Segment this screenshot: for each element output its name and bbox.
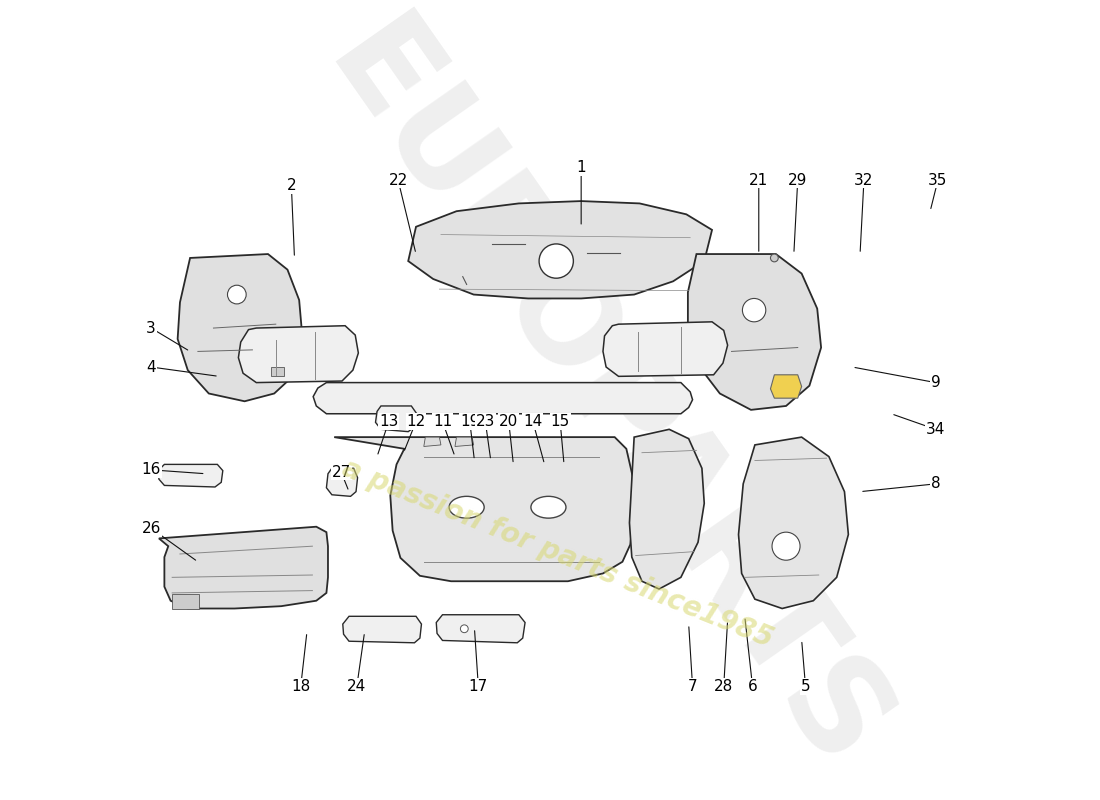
Circle shape — [742, 298, 766, 322]
Polygon shape — [327, 468, 358, 496]
Polygon shape — [334, 437, 634, 582]
Text: 7: 7 — [688, 679, 697, 694]
Text: 8: 8 — [931, 476, 940, 491]
Text: 26: 26 — [142, 521, 161, 536]
Polygon shape — [437, 614, 525, 642]
Polygon shape — [629, 430, 704, 589]
Text: 6: 6 — [748, 679, 758, 694]
Text: 15: 15 — [550, 414, 570, 429]
Polygon shape — [770, 375, 802, 398]
Text: 21: 21 — [749, 173, 769, 187]
Circle shape — [228, 286, 246, 304]
Text: 17: 17 — [469, 679, 488, 694]
Circle shape — [770, 254, 779, 262]
Polygon shape — [314, 382, 693, 414]
Text: 3: 3 — [146, 321, 156, 335]
Text: EUROPARTS: EUROPARTS — [300, 3, 909, 796]
Text: 20: 20 — [499, 414, 518, 429]
Polygon shape — [177, 254, 302, 402]
Polygon shape — [424, 437, 441, 446]
Polygon shape — [738, 437, 848, 609]
Polygon shape — [408, 201, 712, 298]
Text: 28: 28 — [714, 679, 734, 694]
Text: 9: 9 — [931, 375, 940, 390]
Polygon shape — [239, 326, 359, 382]
Text: 16: 16 — [142, 462, 161, 478]
Text: 29: 29 — [788, 173, 807, 187]
Text: 14: 14 — [524, 414, 542, 429]
Text: 34: 34 — [926, 422, 945, 437]
Text: 23: 23 — [475, 414, 495, 429]
Text: 18: 18 — [292, 679, 310, 694]
Text: 32: 32 — [855, 173, 873, 187]
Polygon shape — [173, 594, 199, 609]
Text: 2: 2 — [286, 178, 296, 193]
Text: 13: 13 — [379, 414, 398, 429]
Text: 24: 24 — [348, 679, 366, 694]
Text: 1: 1 — [576, 160, 586, 175]
Polygon shape — [271, 367, 284, 376]
Circle shape — [461, 625, 469, 633]
Polygon shape — [375, 406, 417, 432]
Text: 27: 27 — [331, 465, 351, 480]
Text: 35: 35 — [928, 173, 947, 187]
Ellipse shape — [449, 496, 484, 518]
Text: 19: 19 — [460, 414, 480, 429]
Circle shape — [772, 532, 800, 560]
Polygon shape — [455, 437, 474, 446]
Polygon shape — [343, 616, 421, 642]
Polygon shape — [603, 322, 727, 376]
Text: 11: 11 — [433, 414, 452, 429]
Polygon shape — [158, 526, 328, 609]
Text: a passion for parts since1985: a passion for parts since1985 — [339, 454, 778, 654]
Polygon shape — [688, 254, 821, 410]
Text: 5: 5 — [801, 679, 811, 694]
Text: 4: 4 — [146, 359, 156, 374]
Polygon shape — [158, 464, 223, 487]
Ellipse shape — [531, 496, 566, 518]
Circle shape — [539, 244, 573, 278]
Text: 12: 12 — [406, 414, 426, 429]
Text: 22: 22 — [388, 173, 408, 187]
